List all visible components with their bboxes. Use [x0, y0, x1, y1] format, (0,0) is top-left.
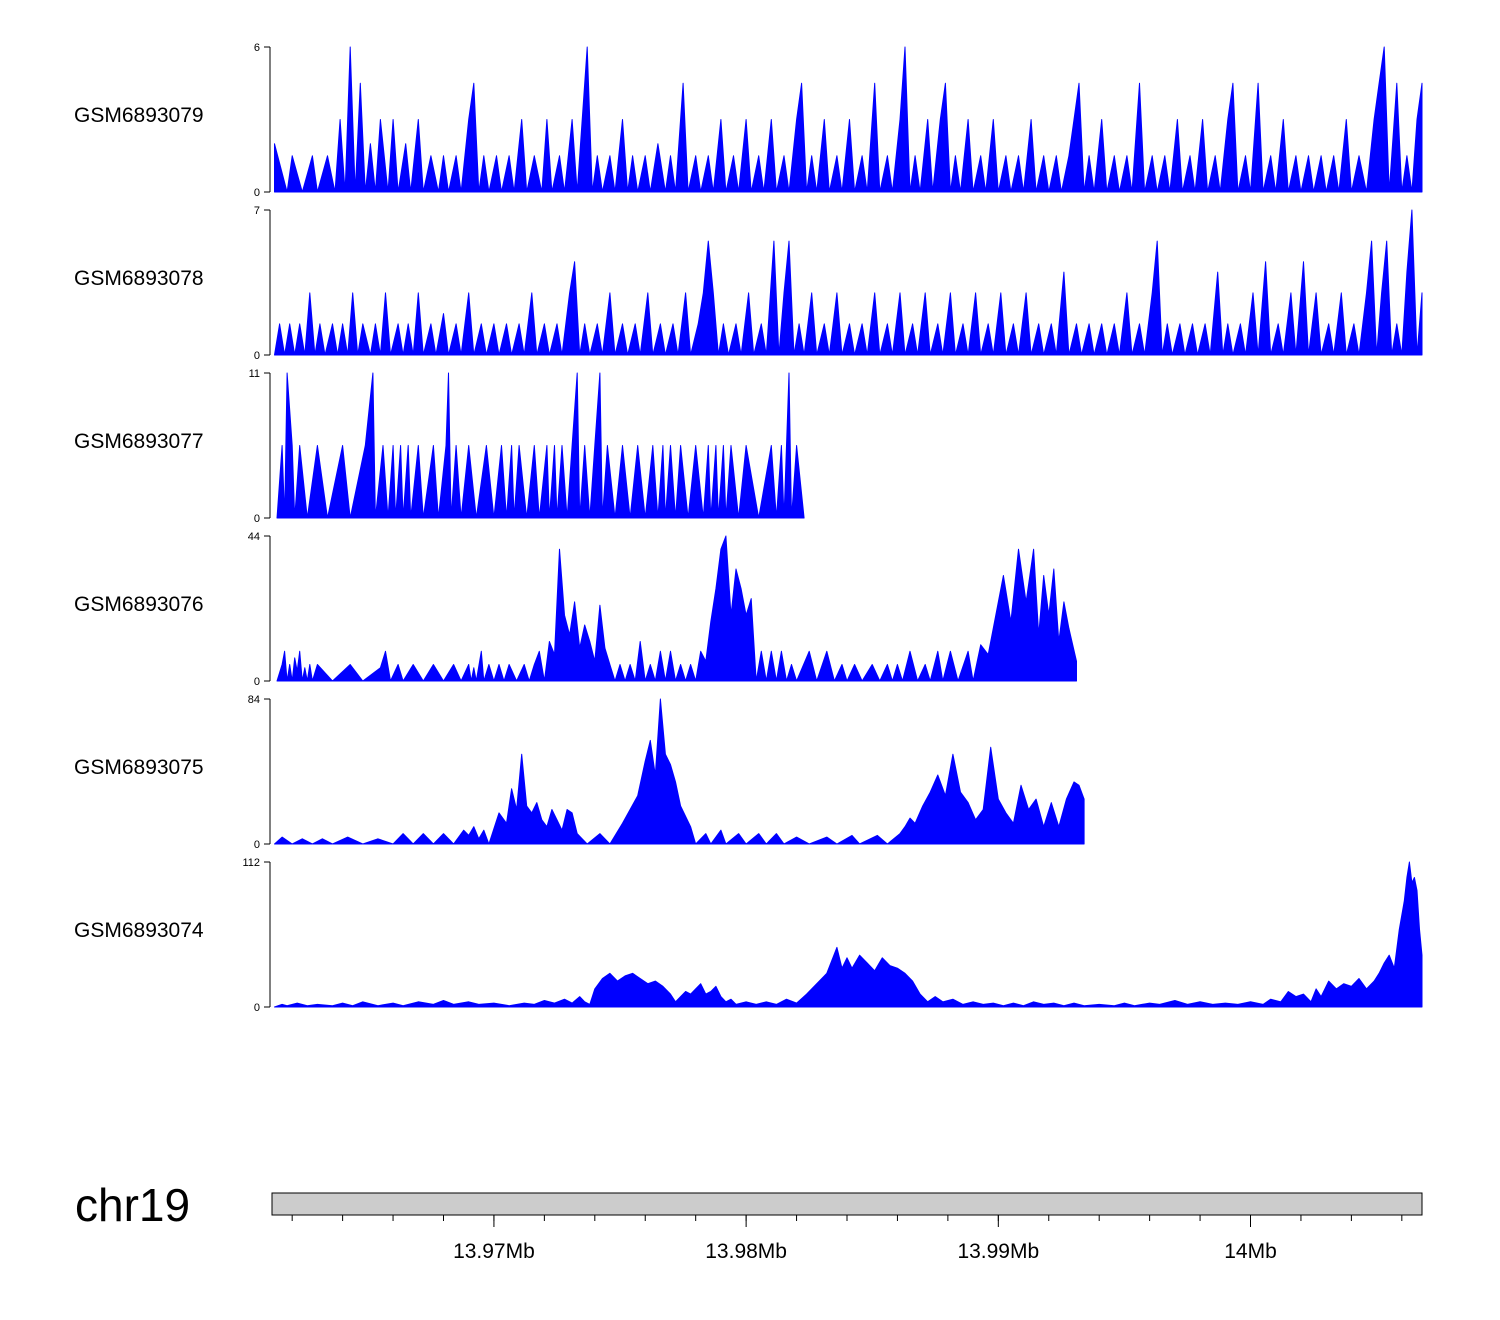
y-max-label-GSM6893074: 112: [242, 857, 260, 869]
y-min-label-GSM6893077: 0: [254, 513, 260, 525]
y-min-label-GSM6893079: 0: [254, 187, 260, 199]
y-max-label-GSM6893077: 11: [249, 368, 260, 380]
y-min-label-GSM6893078: 0: [254, 350, 260, 362]
y-min-label-GSM6893076: 0: [254, 676, 260, 688]
axis-tick-label: 13.99Mb: [957, 1240, 1039, 1263]
axis-tick-label: 13.97Mb: [453, 1240, 535, 1263]
y-min-label-GSM6893074: 0: [254, 1002, 260, 1014]
track-label-GSM6893078: GSM6893078: [74, 267, 204, 290]
axis-tick-label: 13.98Mb: [705, 1240, 787, 1263]
track-label-GSM6893076: GSM6893076: [74, 593, 204, 616]
coverage-area-GSM6893074: [274, 861, 1423, 1008]
y-max-label-GSM6893076: 44: [248, 531, 260, 543]
coverage-area-GSM6893078: [274, 209, 1423, 356]
y-max-label-GSM6893078: 7: [254, 205, 260, 217]
coverage-area-GSM6893079: [274, 46, 1423, 193]
coverage-area-GSM6893075: [274, 698, 1085, 845]
track-label-GSM6893075: GSM6893075: [74, 756, 204, 779]
track-label-GSM6893074: GSM6893074: [74, 919, 204, 942]
y-max-label-GSM6893079: 6: [254, 42, 260, 54]
track-label-GSM6893077: GSM6893077: [74, 430, 204, 453]
chromosome-label: chr19: [75, 1179, 191, 1231]
coverage-area-GSM6893077: [276, 372, 805, 519]
coverage-area-GSM6893076: [276, 535, 1077, 682]
chromosome-ideogram: [271, 1192, 1423, 1216]
y-min-label-GSM6893075: 0: [254, 839, 260, 851]
axis-tick-label: 14Mb: [1224, 1240, 1277, 1263]
track-label-GSM6893079: GSM6893079: [74, 104, 204, 127]
y-max-label-GSM6893075: 84: [248, 694, 260, 706]
